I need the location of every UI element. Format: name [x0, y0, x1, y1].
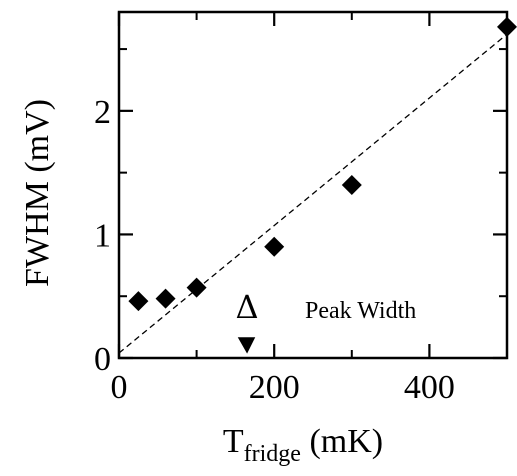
- data-point: [186, 277, 207, 298]
- points-layer: [128, 16, 517, 312]
- x-tick-label: 400: [404, 369, 455, 406]
- delta-symbol: Δ: [235, 288, 258, 326]
- x-axis-label-unit: (mK): [301, 423, 383, 460]
- labels-layer: 0 200 400 0 1 2: [94, 94, 455, 406]
- y-tick-label: 2: [94, 94, 111, 131]
- data-point: [155, 288, 176, 309]
- x-axis-label: Tfridge (mK): [223, 423, 383, 467]
- x-axis-label-sub: fridge: [244, 441, 301, 467]
- data-point: [264, 236, 285, 257]
- x-tick-label: 200: [249, 369, 300, 406]
- delta-arrow-icon: [237, 337, 256, 354]
- data-point: [497, 16, 517, 37]
- x-tick-label: 0: [111, 369, 128, 406]
- y-tick-label: 0: [94, 341, 111, 378]
- data-point: [128, 291, 149, 312]
- peak-width-label: Peak Width: [305, 298, 416, 324]
- plot-frame: [117, 10, 509, 360]
- y-tick-label: 1: [94, 217, 111, 254]
- x-axis-label-main: T: [223, 423, 244, 460]
- data-point: [341, 175, 362, 195]
- y-axis-label: FWHM (mV): [19, 99, 56, 287]
- fit-line: [118, 33, 508, 354]
